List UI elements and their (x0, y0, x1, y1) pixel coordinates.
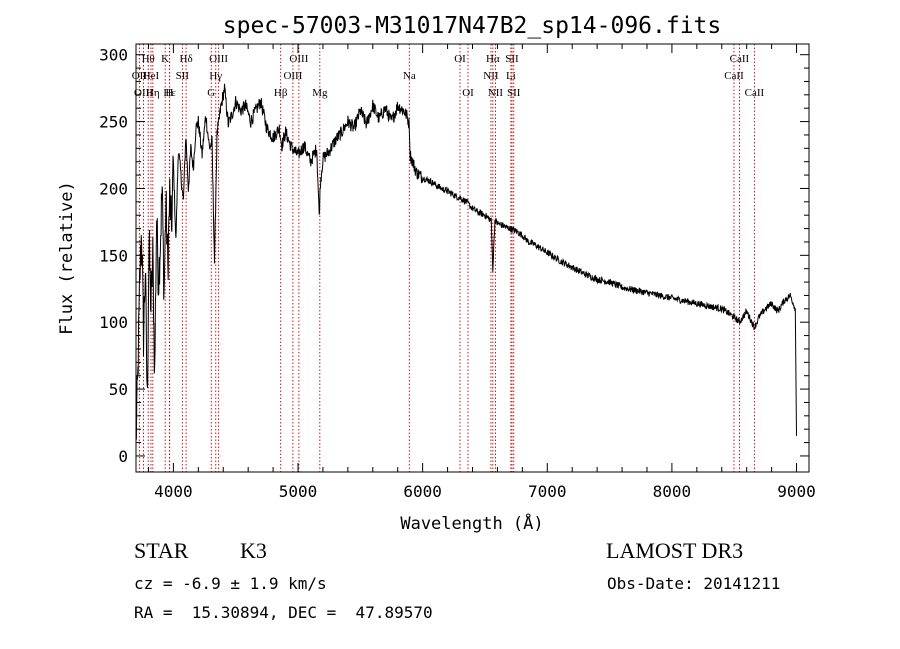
x-tick-label-1: 5000 (279, 482, 318, 501)
marker-label-3: Hθ (142, 53, 155, 65)
marker-label-4: HeI (143, 70, 160, 82)
y-tick-label-5: 250 (99, 113, 128, 132)
marker-label-20: Hα (486, 53, 500, 65)
marker-label-9: Hε (163, 87, 176, 99)
marker-label-18: OI (454, 53, 466, 65)
x-tick-label-2: 6000 (403, 482, 442, 501)
object-subclass: K3 (240, 538, 267, 563)
marker-label-15: OIII (283, 70, 302, 82)
axis-ticks: 4000 5000 6000 7000 8000 9000 0 50 100 150 200 250 3… (99, 44, 816, 501)
marker-label-6: K (161, 53, 169, 65)
marker-label-26: CaII (730, 53, 750, 65)
y-tick-label-2: 100 (99, 313, 128, 332)
marker-label-28: CaII (745, 87, 765, 99)
x-tick-label-5: 9000 (777, 482, 816, 501)
x-tick-label-4: 8000 (653, 482, 692, 501)
marker-label-22: NII (488, 87, 504, 99)
marker-label-0: Hδ (180, 53, 193, 65)
x-axis-label: Wavelength (Å) (400, 512, 543, 534)
x-tick-label-3: 7000 (528, 482, 567, 501)
survey-name: LAMOST DR3 (606, 538, 744, 563)
marker-label-24: Li (506, 70, 516, 82)
y-tick-label-3: 150 (99, 246, 128, 265)
y-tick-label-6: 300 (99, 46, 128, 65)
marker-label-5: Hη (146, 87, 160, 99)
coordinates: RA = 15.30894, DEC = 47.89570 (134, 603, 433, 622)
y-axis-label: Flux (relative) (57, 181, 77, 335)
y-tick-label-0: 0 (118, 447, 128, 466)
marker-label-27: CaII (724, 70, 744, 82)
marker-label-17: Na (403, 70, 416, 82)
marker-label-21: NII (483, 70, 499, 82)
redshift-cz: cz = -6.9 ± 1.9 km/s (134, 574, 327, 593)
marker-label-13: Hβ (274, 87, 288, 99)
x-tick-label-0: 4000 (154, 482, 193, 501)
observation-date: Obs-Date: 20141211 (607, 574, 781, 593)
marker-label-7: SII (176, 70, 190, 82)
marker-label-10: OIII (209, 53, 228, 65)
flux-series (135, 83, 797, 440)
marker-label-12: G (207, 87, 215, 99)
marker-label-14: OIII (289, 53, 308, 65)
y-tick-label-1: 50 (109, 380, 128, 399)
marker-label-23: SII (505, 53, 519, 65)
y-tick-label-4: 200 (99, 179, 128, 198)
marker-label-11: Hγ (209, 70, 222, 82)
marker-label-25: SII (507, 87, 521, 99)
flux-line (135, 83, 797, 440)
marker-label-19: OI (462, 87, 474, 99)
chart-title: spec-57003-M31017N47B2_sp14-096.fits (223, 13, 722, 39)
marker-label-16: Mg (312, 87, 328, 99)
spectral-line-markers: HδOIIOIIIHθHeIHηKSIIHHεOIIIHγGHβOIIIOIII… (132, 44, 765, 472)
object-class: STAR (134, 538, 189, 563)
